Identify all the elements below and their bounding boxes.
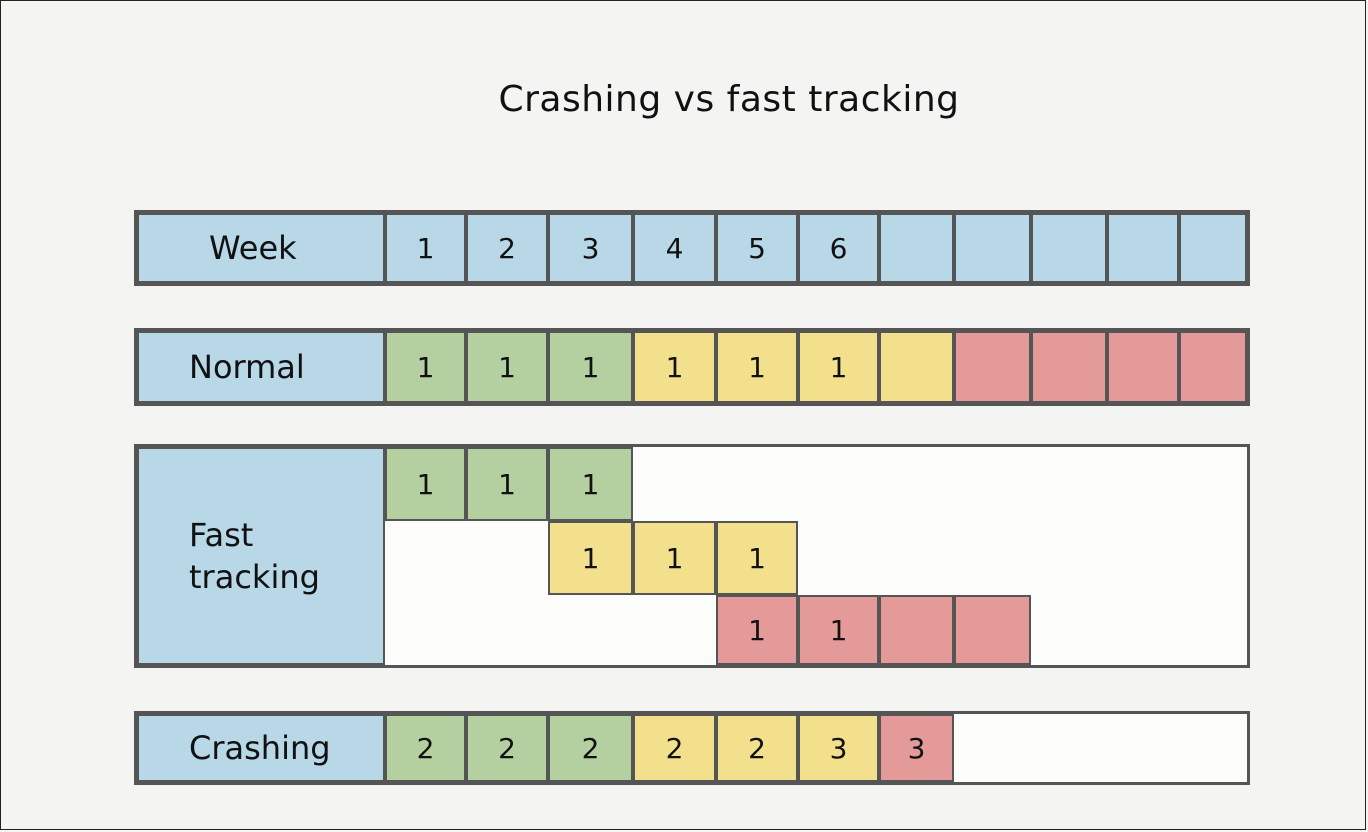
week-cell-9 [1031, 213, 1107, 283]
normal-cell-2: 1 [466, 331, 548, 403]
normal-cell-10 [1107, 331, 1179, 403]
crashing-cell-3: 2 [548, 714, 633, 782]
week-row-label: Week [137, 213, 385, 283]
normal-cell-7 [879, 331, 954, 403]
fast-tracking-label: Fast tracking [137, 447, 385, 665]
crashing-cell-4: 2 [633, 714, 716, 782]
normal-cell-8 [954, 331, 1031, 403]
normal-cell-6: 1 [798, 331, 879, 403]
week-cell-5: 5 [716, 213, 798, 283]
fast-tracking-line1-cell-1: 1 [385, 447, 466, 521]
normal-cell-3: 1 [548, 331, 633, 403]
crashing-cell-5: 2 [716, 714, 798, 782]
week-cell-8 [954, 213, 1031, 283]
fast-tracking-line2-cell-2: 1 [633, 521, 716, 595]
fast-tracking-line3-cell-3 [879, 595, 954, 665]
fast-tracking-line3-cell-2: 1 [798, 595, 879, 665]
crashing-cell-1: 2 [385, 714, 466, 782]
fast-tracking-label-line1: Fast [189, 516, 254, 554]
fast-tracking-line3-cell-4 [954, 595, 1031, 665]
week-cell-11 [1179, 213, 1247, 283]
week-cell-7 [879, 213, 954, 283]
fast-tracking-line2-cell-1: 1 [548, 521, 633, 595]
fast-tracking-line2-cell-3: 1 [716, 521, 798, 595]
normal-cell-4: 1 [633, 331, 716, 403]
week-cell-1: 1 [385, 213, 466, 283]
week-cell-3: 3 [548, 213, 633, 283]
crashing-cell-7: 3 [879, 714, 954, 782]
fast-tracking-line1-cell-3: 1 [548, 447, 633, 521]
week-cell-10 [1107, 213, 1179, 283]
fast-tracking-line3-cell-1: 1 [716, 595, 798, 665]
week-cell-2: 2 [466, 213, 548, 283]
crashing-cell-2: 2 [466, 714, 548, 782]
week-cell-6: 6 [798, 213, 879, 283]
fast-tracking-label-line2: tracking [189, 558, 320, 596]
normal-cell-9 [1031, 331, 1107, 403]
normal-cell-5: 1 [716, 331, 798, 403]
normal-cell-11 [1179, 331, 1247, 403]
week-cell-4: 4 [633, 213, 716, 283]
crashing-cell-6: 3 [798, 714, 879, 782]
crashing-row-label: Crashing [137, 714, 385, 782]
diagram-title: Crashing vs fast tracking [498, 79, 960, 120]
fast-tracking-line1-cell-2: 1 [466, 447, 548, 521]
normal-row-label: Normal [137, 331, 385, 403]
normal-cell-1: 1 [385, 331, 466, 403]
